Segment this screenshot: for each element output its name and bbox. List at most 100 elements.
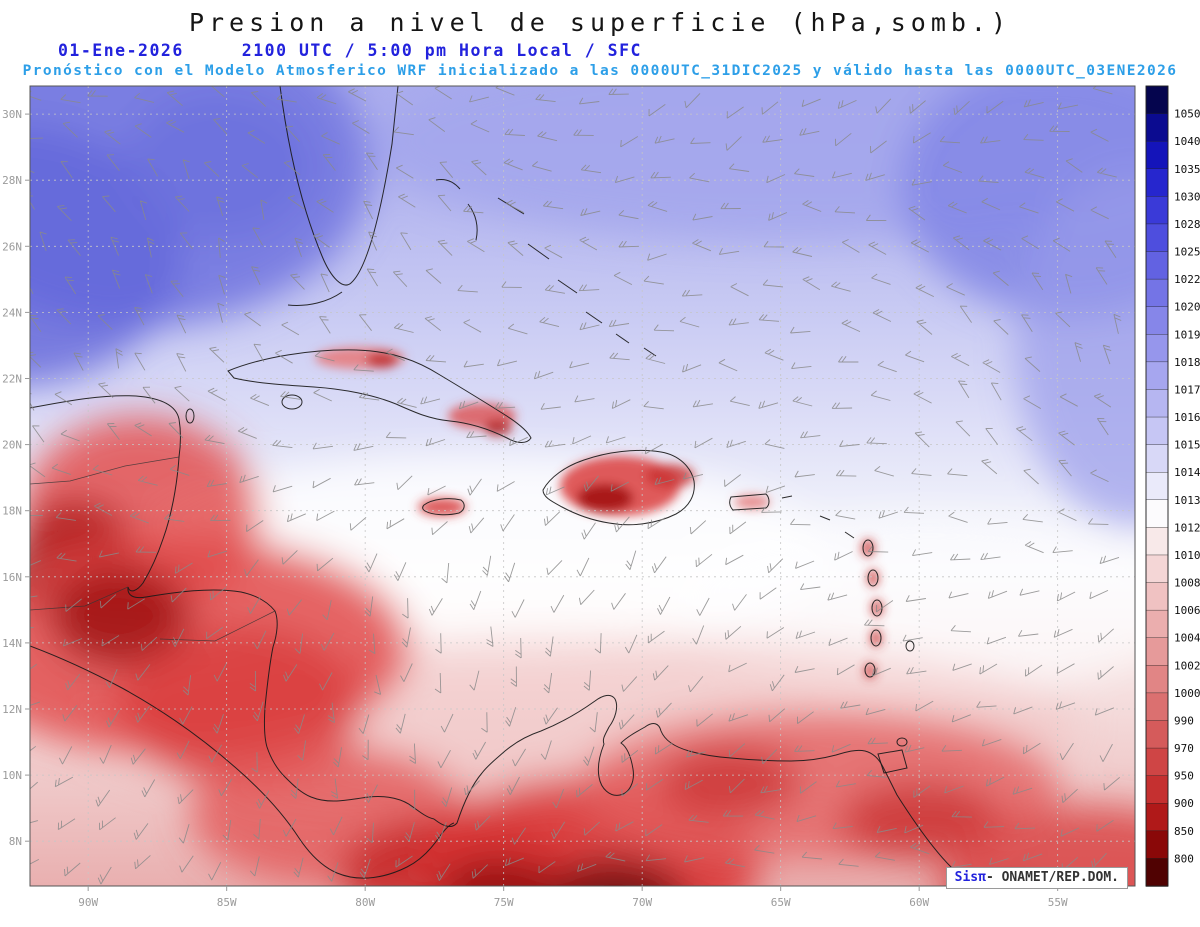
colorbar-segment — [1145, 113, 1169, 142]
colorbar-segment — [1145, 554, 1169, 584]
isla-juventud — [281, 394, 303, 410]
lon-label: 60W — [909, 896, 929, 909]
lon-label: 70W — [632, 896, 652, 909]
colorbar-segment — [1145, 334, 1169, 363]
lat-label: 16N — [2, 571, 22, 584]
colorbar-tick-label: 1000 — [1174, 687, 1200, 700]
colorbar-segment — [1145, 692, 1169, 722]
tobago — [896, 737, 908, 747]
credit-org-name: - ONAMET/REP.DOM. — [985, 870, 1119, 885]
colorbar-tick-label: 1040 — [1174, 135, 1200, 148]
colorbar-tick-label: 1030 — [1174, 190, 1200, 203]
lat-label: 12N — [2, 703, 22, 716]
colorbar-tick-label: 1002 — [1174, 659, 1200, 672]
colorbar-tick-label: 1019 — [1174, 328, 1200, 341]
colorbar-tick-label: 1014 — [1174, 466, 1200, 479]
colorbar-tick-label: 1020 — [1174, 301, 1200, 314]
lat-label: 24N — [2, 306, 22, 319]
lat-label: 8N — [9, 835, 22, 848]
latlon-grid — [30, 86, 1135, 886]
colorbar-tick-label: 1018 — [1174, 356, 1200, 369]
colorbar-tick-label: 850 — [1174, 825, 1194, 838]
pressure-map: 30N 28N 26N 24N 22N 20N 18N 16N 14N 12N 10N 8N 90W 8… — [2, 85, 1200, 909]
colorbar-segment — [1145, 775, 1169, 804]
trinidad — [877, 749, 908, 774]
colorbar-segment — [1145, 140, 1169, 170]
colorbar-segment — [1145, 609, 1169, 639]
hispaniola-coastline — [542, 449, 695, 526]
colorbar-segment — [1145, 803, 1169, 832]
time-label: 2100 UTC / 5:00 pm Hora Local / SFC — [241, 41, 642, 60]
lon-label: 80W — [355, 896, 375, 909]
colorbar-segment — [1145, 389, 1169, 418]
colorbar-segment — [1145, 472, 1169, 501]
colorbar: 1050 1040 1035 1030 1028 1025 1022 1020 1019 1018… — [1145, 85, 1200, 887]
lon-label: 65W — [771, 896, 791, 909]
colorbar-tick-label: 1010 — [1174, 549, 1200, 562]
colorbar-tick-label: 900 — [1174, 797, 1194, 810]
colorbar-tick-label: 1012 — [1174, 521, 1200, 534]
cuba-coastline — [227, 349, 532, 443]
forecast-description: Pronóstico con el Modelo Atmosferico WRF… — [22, 63, 1178, 79]
colorbar-segment — [1145, 527, 1169, 556]
lat-label: 10N — [2, 769, 22, 782]
colorbar-segment — [1145, 720, 1169, 749]
colorbar-segment — [1145, 499, 1169, 529]
colorbar-tick-label: 970 — [1174, 742, 1194, 755]
credit-badge: Sisπ- ONAMET/REP.DOM. — [945, 867, 1128, 889]
coastlines — [30, 86, 974, 886]
cozumel — [185, 408, 195, 424]
colorbar-tick-label: 1006 — [1174, 604, 1200, 617]
colorbar-segment — [1145, 85, 1169, 115]
south-america-coastline — [433, 694, 974, 886]
lat-label: 18N — [2, 505, 22, 518]
lat-label: 20N — [2, 439, 22, 452]
latitude-labels: 30N 28N 26N 24N 22N 20N 18N 16N 14N 12N 10N 8N — [2, 108, 30, 848]
colorbar-segment — [1145, 665, 1169, 694]
colorbar-segment — [1145, 858, 1169, 887]
lon-label: 55W — [1048, 896, 1068, 909]
colorbar-tick-label: 1035 — [1174, 163, 1200, 176]
colorbar-tick-label: 1016 — [1174, 411, 1200, 424]
lat-label: 30N — [2, 108, 22, 121]
colorbar-tick-label: 1013 — [1174, 494, 1200, 507]
colorbar-segment — [1145, 223, 1169, 253]
colorbar-tick-label: 1050 — [1174, 108, 1200, 121]
colorbar-segment — [1145, 278, 1169, 308]
florida-keys — [287, 291, 343, 306]
lon-label: 75W — [494, 896, 514, 909]
colorbar-tick-label: 1004 — [1174, 632, 1200, 645]
lat-label: 14N — [2, 637, 22, 650]
colorbar-outline — [1145, 85, 1169, 887]
lat-label: 22N — [2, 372, 22, 385]
colorbar-segment — [1145, 582, 1169, 611]
florida-coastline — [279, 86, 399, 286]
lon-label: 90W — [78, 896, 98, 909]
map-area: 30N 28N 26N 24N 22N 20N 18N 16N 14N 12N 10N 8N 90W 8… — [0, 81, 1200, 917]
country-border — [30, 586, 129, 611]
colorbar-segment — [1145, 637, 1169, 667]
credit-app-name: Sisπ — [954, 870, 986, 885]
colorbar-tick-label: 1025 — [1174, 246, 1200, 259]
colorbar-segment — [1145, 416, 1169, 446]
pressure-shading — [30, 86, 1135, 886]
lat-label: 28N — [2, 174, 22, 187]
colorbar-tick-label: 800 — [1174, 852, 1194, 865]
lesser-antilles-islands — [781, 495, 915, 774]
pacific-coastline — [30, 645, 455, 879]
colorbar-segment — [1145, 747, 1169, 777]
colorbar-tick-label: 950 — [1174, 770, 1194, 783]
page-title: Presion a nivel de superficie (hPa,somb.… — [188, 8, 1012, 37]
colorbar-segment — [1145, 196, 1169, 225]
colorbar-segment — [1145, 251, 1169, 280]
colorbar-segment — [1145, 830, 1169, 860]
colorbar-segment — [1145, 444, 1169, 473]
map-frame — [29, 85, 1136, 887]
yucatan-central-america-coastline — [30, 395, 435, 820]
barbados — [905, 640, 915, 652]
date-label: 01-Ene-2026 — [58, 41, 184, 60]
wind-barb-glyphs — [30, 86, 1122, 885]
colorbar-segment — [1145, 168, 1169, 198]
colorbar-tick-label: 1008 — [1174, 577, 1200, 590]
bahamas-islands — [435, 179, 657, 357]
